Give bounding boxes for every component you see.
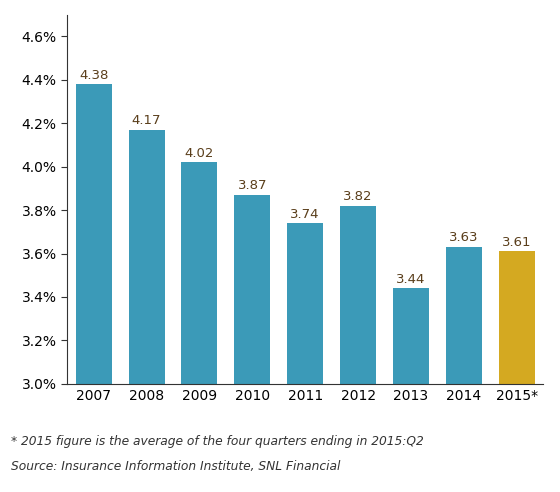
Text: 3.87: 3.87 bbox=[237, 179, 267, 192]
Text: 3.74: 3.74 bbox=[291, 208, 320, 220]
Text: 4.02: 4.02 bbox=[185, 147, 214, 160]
Text: 4.17: 4.17 bbox=[132, 114, 161, 127]
Text: 4.38: 4.38 bbox=[79, 68, 108, 82]
Bar bbox=[499, 251, 535, 384]
Text: 3.63: 3.63 bbox=[449, 231, 479, 245]
Bar bbox=[446, 247, 482, 384]
Bar bbox=[181, 162, 217, 384]
Bar bbox=[234, 195, 270, 384]
Bar bbox=[393, 288, 429, 384]
Bar bbox=[287, 223, 323, 384]
Bar bbox=[129, 130, 165, 384]
Bar bbox=[76, 84, 111, 384]
Text: 3.61: 3.61 bbox=[502, 236, 531, 249]
Text: * 2015 figure is the average of the four quarters ending in 2015:Q2: * 2015 figure is the average of the four… bbox=[11, 435, 424, 448]
Bar bbox=[340, 206, 376, 384]
Text: Source: Insurance Information Institute, SNL Financial: Source: Insurance Information Institute,… bbox=[11, 460, 340, 473]
Text: 3.82: 3.82 bbox=[343, 190, 373, 203]
Text: 3.44: 3.44 bbox=[396, 273, 426, 286]
